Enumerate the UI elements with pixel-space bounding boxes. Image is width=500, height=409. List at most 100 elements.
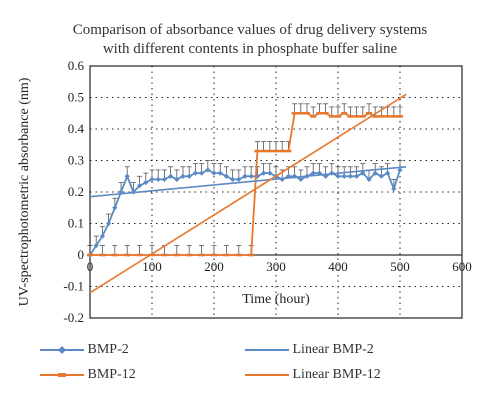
data-point [186,253,193,257]
data-point [310,115,317,118]
data-point [353,115,360,118]
data-point [155,176,161,182]
data-point [99,253,106,257]
data-point [304,111,310,115]
data-point [149,253,155,257]
data-point [161,253,168,257]
data-point [366,111,372,115]
data-point [173,253,180,257]
legend-label-linear-bmp2: Linear BMP-2 [292,342,374,357]
data-point [192,170,198,176]
data-point [118,189,124,195]
data-point [341,173,347,179]
legend: BMP-2 BMP-12 Linear BMP-2 Linear BMP-12 [40,342,460,392]
y-tick-label: 0 [78,247,85,262]
data-point [328,115,335,118]
data-point [254,149,261,153]
legend-label-bmp12: BMP-12 [87,367,136,382]
data-point [143,179,149,186]
data-point [372,170,378,176]
data-point [137,183,143,189]
data-point [267,170,273,176]
data-point [174,176,180,182]
y-tick-label: 0.5 [68,90,84,105]
data-point [261,170,267,176]
data-point [397,167,403,173]
legend-item-bmp2: BMP-2 [40,342,129,358]
data-point [347,173,353,179]
data-point [310,170,316,176]
legend-item-bmp12: BMP-12 [40,367,136,383]
x-tick-label: 0 [87,259,94,274]
legend-item-linear-bmp2: Linear BMP-2 [245,342,374,358]
data-point [248,253,255,257]
data-point [335,115,341,118]
data-point [124,253,131,257]
data-point [168,173,174,179]
data-point [198,253,205,257]
data-point [223,253,230,257]
y-tick-label: 0.3 [68,153,84,168]
data-point [297,111,304,115]
data-point [111,253,118,257]
data-point [384,115,391,118]
data-point [93,242,99,249]
data-point [341,111,348,115]
legend-label-linear-bmp12: Linear BMP-12 [292,367,381,382]
chart-title-line-2: with different contents in phosphate buf… [102,41,398,57]
data-point [285,149,292,153]
data-point [199,170,205,176]
data-point [205,167,211,173]
data-point [235,253,242,257]
y-tick-label: -0.1 [63,279,84,294]
y-axis-label: UV-spectrophotometric absorbance (nm) [17,77,32,306]
data-point [273,149,279,153]
data-point [248,173,254,179]
data-point [316,170,322,176]
data-point [285,173,291,179]
data-point [385,170,391,176]
x-axis-label: Time (hour) [242,292,310,307]
data-point [366,176,372,182]
data-point [149,176,155,182]
data-point [397,115,403,118]
y-tick-label: 0.1 [68,216,84,231]
data-point [323,173,329,179]
data-point [112,205,118,211]
y-tick-label: -0.2 [63,310,84,325]
trend-line-bmp2 [89,166,407,198]
data-point [335,173,341,179]
data-point [180,173,186,179]
data-point [211,253,217,257]
data-point [390,115,397,118]
x-tick-label: 600 [452,259,472,274]
data-point [211,170,217,176]
data-point [161,176,167,182]
data-point [322,111,329,115]
x-tick-label: 500 [390,259,410,274]
data-point [279,149,286,153]
data-point [217,170,223,176]
x-tick-label: 300 [266,259,286,274]
data-point [298,176,304,182]
trend-line-bmp12 [89,93,407,294]
series-line-bmp12 [90,112,400,256]
y-tick-label: 0.2 [68,184,84,199]
chart-title-line-1: Comparison of absorbance values of drug … [72,22,428,38]
x-tick-label: 400 [328,259,348,274]
data-point [236,176,242,182]
data-point [347,115,354,118]
legend-label-bmp2: BMP-2 [87,342,129,357]
data-point [266,149,273,153]
data-point [223,173,229,179]
data-point [378,173,384,179]
data-point [316,111,323,115]
data-point [99,233,105,239]
legend-item-linear-bmp12: Linear BMP-12 [245,367,381,383]
data-point [354,173,360,179]
y-tick-label: 0.4 [68,121,85,136]
data-point [242,173,248,179]
data-point [378,115,385,118]
data-point [106,220,112,227]
